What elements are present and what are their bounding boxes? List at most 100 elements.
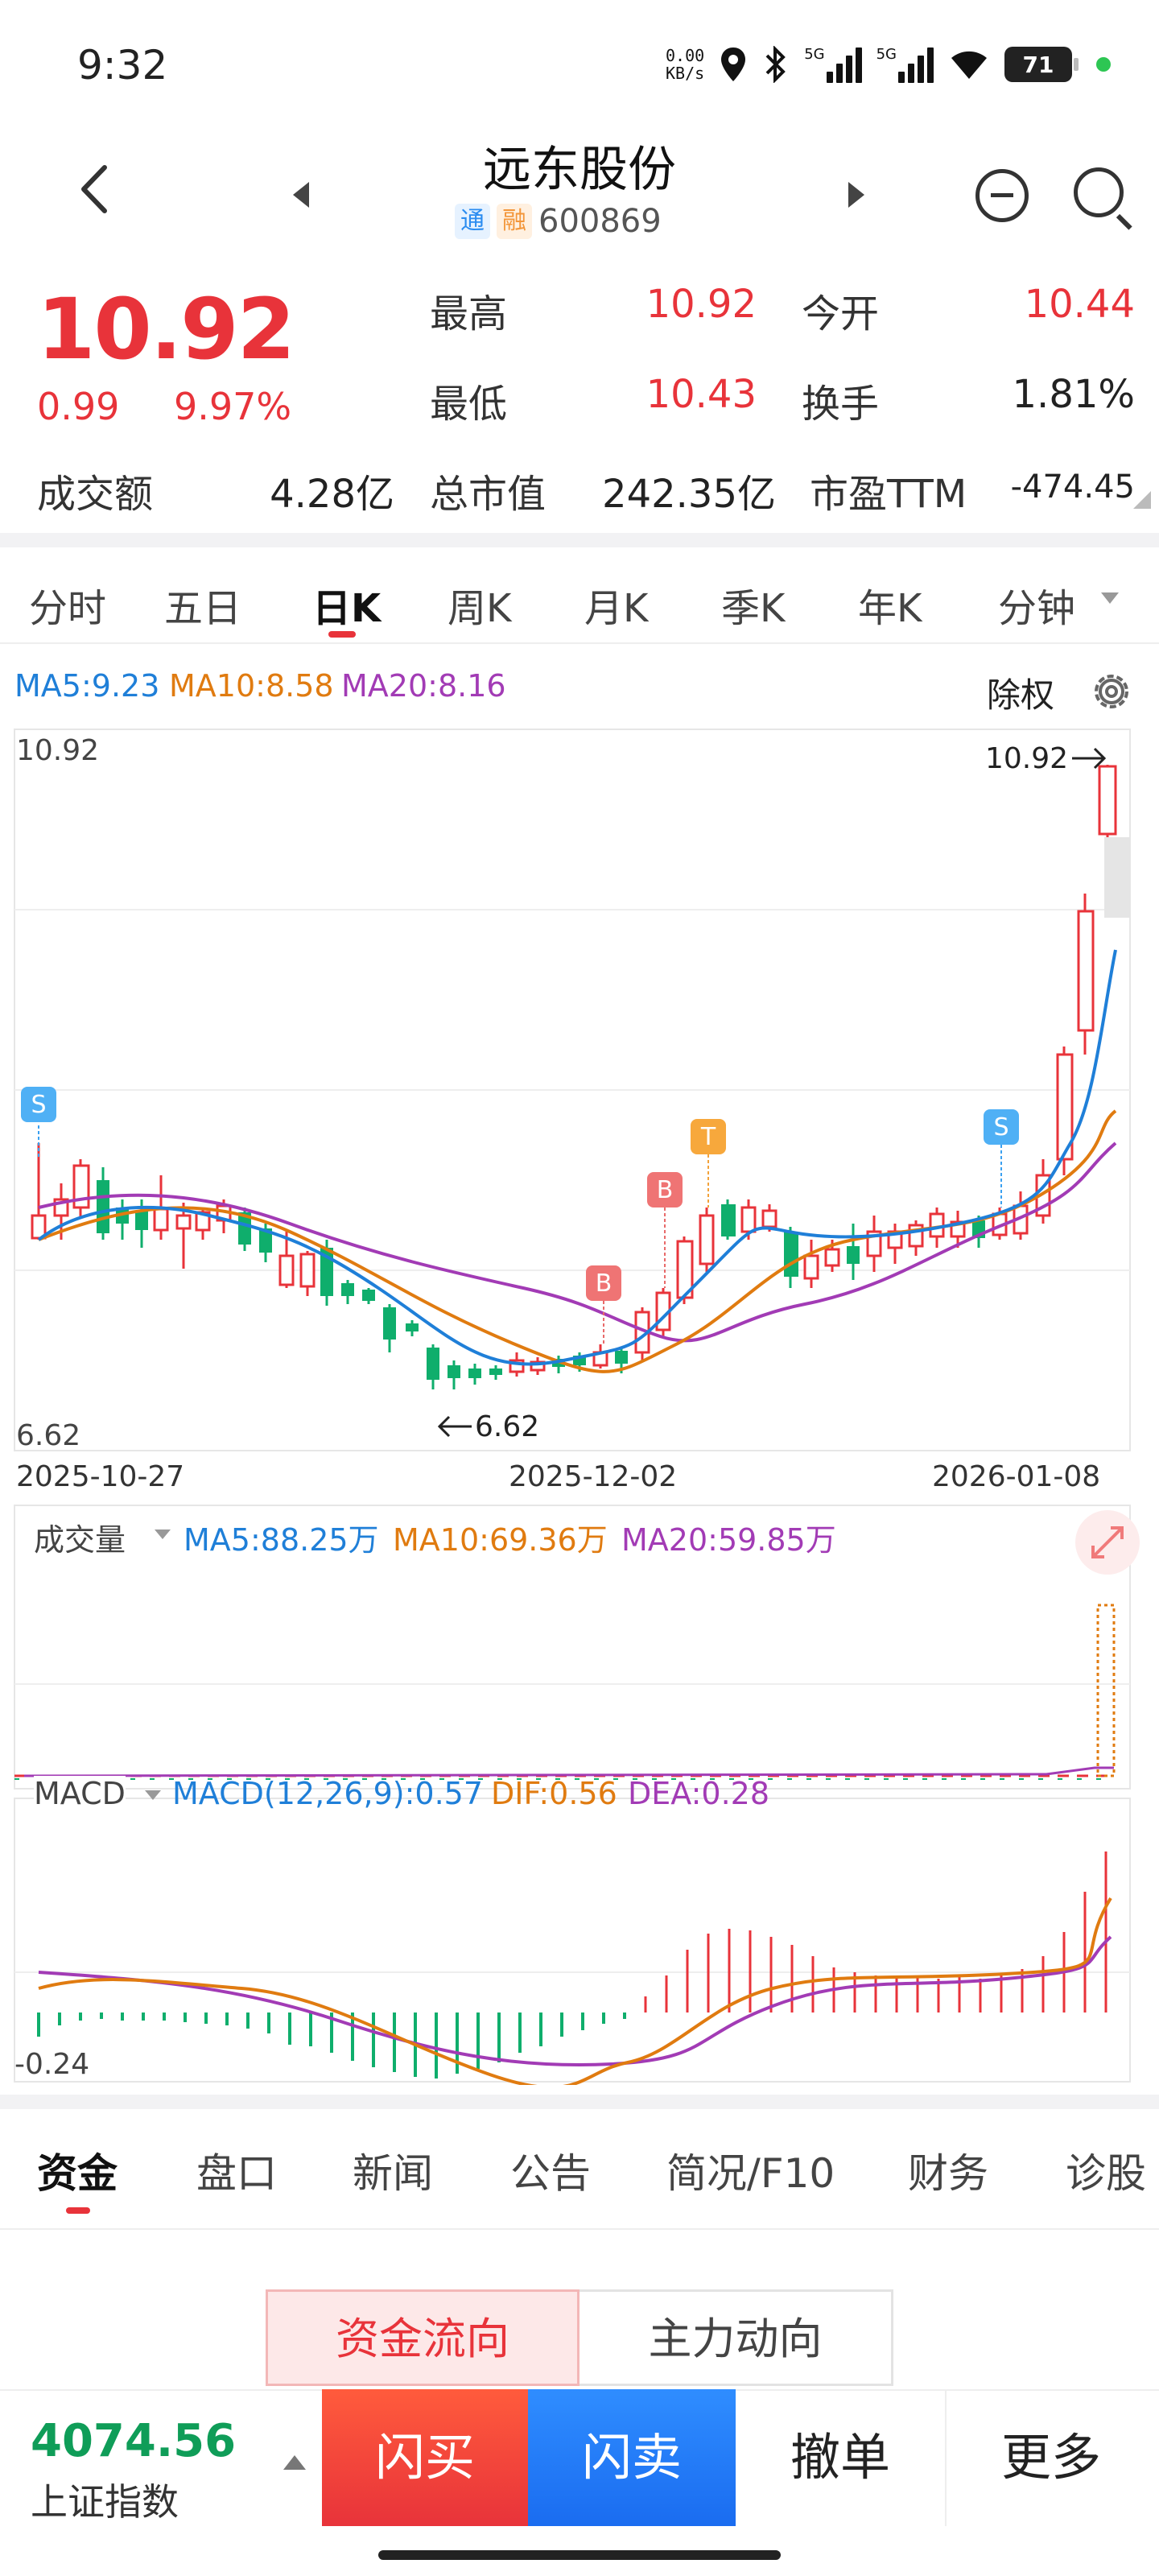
- kline-ma5: MA5:9.23: [14, 668, 160, 704]
- volume-latest-bar: [1096, 1604, 1116, 1777]
- signal-t1-label: T: [700, 1123, 716, 1151]
- candle: [383, 1307, 396, 1340]
- kline-ma10: MA10:8.58: [169, 668, 334, 704]
- macd-value: MACD(12,26,9):0.57: [172, 1776, 484, 1811]
- candle: [278, 1254, 295, 1286]
- remove-watchlist-icon[interactable]: [975, 169, 1029, 222]
- signal-t1[interactable]: T: [691, 1119, 726, 1208]
- tab-diagnosis[interactable]: 诊股: [1066, 2150, 1146, 2197]
- more-button[interactable]: 更多: [1000, 2428, 1101, 2487]
- macd-dropdown-icon[interactable]: [145, 1790, 161, 1802]
- tab-weekly-k[interactable]: 周K: [448, 586, 512, 631]
- turnover-label: 换手: [802, 382, 880, 427]
- segment-main-force[interactable]: 主力动向: [580, 2289, 893, 2386]
- pe-label: 市盈TTM: [810, 472, 967, 517]
- high-marker: 10.92: [985, 742, 1068, 775]
- tab-profile-f10[interactable]: 简况/F10: [666, 2150, 835, 2197]
- margin-badge: 融: [497, 204, 532, 239]
- candle: [153, 1208, 169, 1232]
- tab-monthly-k[interactable]: 月K: [584, 586, 649, 631]
- home-indicator[interactable]: [378, 2550, 781, 2560]
- price-change: 0.99: [37, 385, 120, 428]
- volume-label[interactable]: 成交量: [34, 1522, 126, 1558]
- date-end: 2026-01-08: [932, 1460, 1101, 1493]
- signal-sim2-icon: 5G: [876, 46, 934, 83]
- connect-badge: 通: [455, 204, 490, 239]
- chart-scroll-handle[interactable]: [1104, 837, 1130, 918]
- bluetooth-icon: [765, 46, 786, 83]
- search-icon[interactable]: [1074, 167, 1124, 217]
- candle: [615, 1351, 628, 1364]
- segment-fund-flow[interactable]: 资金流向: [266, 2289, 580, 2386]
- candle: [676, 1240, 694, 1299]
- adjust-toggle[interactable]: 除权: [987, 675, 1055, 715]
- minute-dropdown-icon[interactable]: [1101, 592, 1119, 605]
- volume-ma-line: [23, 1766, 1114, 1777]
- volume-dropdown-icon[interactable]: [155, 1530, 171, 1541]
- price-change-pct: 9.97%: [174, 385, 292, 428]
- candle: [259, 1228, 272, 1253]
- signal-s1-label: S: [31, 1091, 46, 1119]
- signal-s1[interactable]: S: [21, 1087, 56, 1159]
- tab-order-book[interactable]: 盘口: [196, 2150, 277, 2197]
- quick-sell-button[interactable]: 闪卖: [528, 2389, 736, 2526]
- kline-chart[interactable]: 10.92 6.62: [0, 724, 1159, 1481]
- index-value[interactable]: 4074.56: [31, 2415, 237, 2467]
- candle: [97, 1180, 109, 1233]
- candle: [175, 1214, 192, 1230]
- status-bar: 9:32 0.00 KB/s 5G 5G 71: [0, 0, 1159, 121]
- ma5-line: [37, 949, 1117, 1366]
- mktcap-label: 总市值: [430, 472, 547, 517]
- macd-label[interactable]: MACD: [34, 1776, 126, 1811]
- section-divider: [0, 533, 1159, 547]
- tab-financials[interactable]: 财务: [908, 2150, 988, 2197]
- candle: [803, 1254, 819, 1280]
- pe-expand-icon[interactable]: [1130, 488, 1154, 512]
- candle: [1098, 765, 1117, 836]
- sim2-label: 5G: [876, 46, 897, 63]
- signal-b2[interactable]: B: [647, 1172, 683, 1288]
- tab-news[interactable]: 新闻: [353, 2150, 433, 2197]
- macd-dif: DIF:0.56: [491, 1776, 617, 1811]
- status-time: 9:32: [77, 42, 168, 89]
- quick-buy-button[interactable]: 闪买: [322, 2389, 528, 2526]
- cancel-order-button[interactable]: 撤单: [790, 2428, 890, 2487]
- section-divider: [0, 2095, 1159, 2109]
- signal-s2[interactable]: S: [984, 1109, 1019, 1208]
- kline-bottom-value: 6.62: [16, 1419, 80, 1452]
- back-icon[interactable]: [69, 161, 118, 217]
- volume-chart[interactable]: [0, 1502, 1159, 1792]
- signal-b1[interactable]: B: [586, 1265, 621, 1344]
- last-price: 10.92: [37, 280, 295, 378]
- index-name[interactable]: 上证指数: [31, 2480, 179, 2524]
- info-tab-indicator: [66, 2207, 90, 2214]
- candle: [448, 1365, 460, 1378]
- tab-yearly-k[interactable]: 年K: [858, 586, 922, 631]
- tab-funds[interactable]: 资金: [37, 2150, 118, 2197]
- next-stock-icon[interactable]: [848, 182, 864, 208]
- tab-five-day[interactable]: 五日: [164, 586, 242, 631]
- info-tabs: 资金 盘口 新闻 公告 简况/F10 财务 诊股: [0, 2109, 1159, 2230]
- high-marker-arrow-icon: [1072, 747, 1107, 770]
- pe-value: -474.45: [1010, 469, 1135, 506]
- signal-b1-label: B: [596, 1269, 612, 1298]
- macd-chart[interactable]: -0.24: [0, 1795, 1159, 2085]
- prev-stock-icon[interactable]: [293, 182, 309, 208]
- tab-minute[interactable]: 分钟: [998, 586, 1076, 631]
- amount-value: 4.28亿: [270, 472, 394, 517]
- status-icons: 0.00 KB/s 5G 5G 71: [666, 40, 1111, 89]
- index-expand-icon[interactable]: [283, 2455, 306, 2470]
- signal-b2-label: B: [657, 1176, 674, 1204]
- candle: [406, 1323, 419, 1331]
- location-icon: [721, 47, 746, 81]
- kline-top-value: 10.92: [16, 734, 99, 767]
- candle: [341, 1283, 354, 1296]
- tab-daily-k[interactable]: 日K: [312, 586, 382, 631]
- chart-settings-icon[interactable]: [1087, 667, 1136, 716]
- turnover-value: 1.81%: [1012, 372, 1135, 417]
- tab-announcements[interactable]: 公告: [510, 2150, 591, 2197]
- stock-subtitle: 通 融 600869: [455, 203, 662, 240]
- tab-quarterly-k[interactable]: 季K: [721, 586, 786, 631]
- battery-icon: 71: [1004, 47, 1079, 82]
- tab-intraday[interactable]: 分时: [29, 586, 107, 631]
